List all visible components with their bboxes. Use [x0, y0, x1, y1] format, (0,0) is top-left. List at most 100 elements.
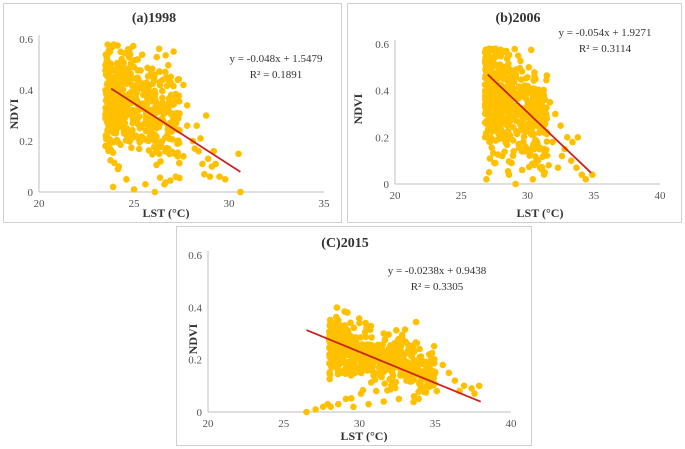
- scatter-point: [149, 107, 156, 115]
- scatter-point: [347, 319, 354, 327]
- scatter-point: [199, 160, 206, 168]
- scatter-point: [165, 61, 172, 69]
- scatter-point: [552, 110, 559, 118]
- scatter-point: [126, 46, 133, 53]
- scatter-point: [521, 148, 529, 155]
- scatter-point: [511, 45, 518, 53]
- scatter-point: [364, 341, 371, 348]
- scatter-point: [156, 68, 164, 76]
- scatter-point: [484, 102, 491, 110]
- scatter-points-group: [102, 41, 244, 196]
- scatter-point: [528, 120, 536, 128]
- scatter-point: [358, 369, 365, 377]
- scatter-point: [412, 339, 419, 346]
- scatter-point: [398, 331, 406, 339]
- scatter-point: [573, 164, 580, 171]
- scatter-point: [390, 343, 397, 351]
- scatter-point: [475, 382, 483, 390]
- scatter-point: [126, 89, 134, 97]
- scatter-point: [176, 159, 183, 167]
- scatter-point: [365, 400, 372, 408]
- scatter-point: [503, 141, 511, 149]
- scatter-point: [433, 387, 441, 395]
- scatter-point: [460, 382, 468, 390]
- y-tick-label: 0.6: [375, 39, 389, 51]
- chart-panel-1998: 20 25 30 35 0 0.2 0.4 0.6 (a)1998 y = -0.048x + 1…: [3, 3, 342, 223]
- scatter-point: [416, 345, 423, 353]
- scatter-point: [118, 55, 125, 63]
- scatter-point: [193, 122, 200, 129]
- scatter-point: [569, 138, 576, 146]
- scatter-point: [409, 344, 416, 352]
- scatter-point: [497, 53, 505, 60]
- scatter-point: [492, 97, 499, 104]
- scatter-point: [368, 334, 375, 341]
- scatter-point: [362, 319, 369, 327]
- scatter-point: [534, 157, 542, 164]
- scatter-point: [372, 387, 380, 395]
- scatter-point: [495, 74, 502, 81]
- scatter-point: [543, 138, 551, 145]
- r-squared-label: R² = 0.1891: [250, 69, 303, 81]
- scatter-point: [499, 152, 506, 160]
- scatter-point: [362, 360, 370, 367]
- scatter-point: [422, 389, 430, 396]
- scatter-point: [156, 78, 164, 86]
- scatter-point: [345, 362, 352, 369]
- scatter-point: [385, 331, 392, 338]
- scatter-point: [539, 153, 546, 161]
- scatter-point: [507, 103, 515, 111]
- scatter-point: [482, 108, 489, 116]
- scatter-point: [130, 186, 138, 193]
- scatter-point: [505, 171, 513, 178]
- scatter-point: [430, 374, 437, 382]
- scatter-point: [350, 367, 358, 374]
- scatter-point: [536, 144, 544, 152]
- scatter-point: [342, 332, 349, 339]
- scatter-point: [357, 334, 364, 341]
- scatter-point: [155, 45, 163, 53]
- scatter-point: [507, 132, 514, 139]
- y-tick-label: 0.6: [188, 250, 202, 262]
- scatter-point: [106, 48, 114, 55]
- scatter-point: [195, 147, 202, 155]
- y-tick-label: 0: [28, 187, 34, 199]
- scatter-point: [341, 322, 349, 329]
- scatter-point: [149, 80, 156, 88]
- x-tick-label: 40: [506, 418, 518, 430]
- scatter-point: [400, 371, 408, 379]
- scatter-point: [350, 324, 358, 332]
- scatter-point: [482, 72, 489, 79]
- scatter-point: [202, 112, 210, 119]
- scatter-point: [487, 91, 495, 98]
- y-tick-label: 0.4: [19, 85, 33, 97]
- scatter-point: [514, 52, 522, 59]
- scatter-point: [129, 113, 136, 120]
- scatter-point: [487, 136, 494, 143]
- chart-svg-2015: 20 25 30 35 40 0 0.2 0.4 0.6 (C)2015 y = -0.0238x …: [186, 236, 518, 443]
- scatter-point: [492, 45, 499, 52]
- x-tick-label: 35: [430, 418, 442, 430]
- r-squared-label: R² = 0.3305: [411, 281, 464, 293]
- x-tick-label: 20: [390, 190, 402, 202]
- scatter-point: [344, 327, 351, 334]
- scatter-point: [123, 176, 130, 183]
- scatter-point: [104, 41, 111, 48]
- scatter-point: [166, 135, 173, 143]
- scatter-point: [130, 63, 138, 71]
- scatter-point: [529, 129, 536, 137]
- scatter-point: [115, 163, 123, 170]
- scatter-point: [156, 174, 164, 181]
- y-tick-label: 0.4: [375, 86, 389, 98]
- scatter-point: [344, 309, 351, 316]
- scatter-point: [103, 134, 110, 141]
- scatter-point: [162, 52, 169, 59]
- scatter-point: [106, 123, 114, 130]
- y-axis-label: NDVI: [186, 323, 200, 354]
- scatter-point: [509, 137, 517, 144]
- scatter-point: [517, 76, 525, 83]
- x-tick-label: 25: [129, 198, 141, 210]
- scatter-point: [335, 400, 342, 408]
- scatter-point: [130, 107, 137, 114]
- trendline-equation: y = -0.0238x + 0.9438: [388, 265, 487, 277]
